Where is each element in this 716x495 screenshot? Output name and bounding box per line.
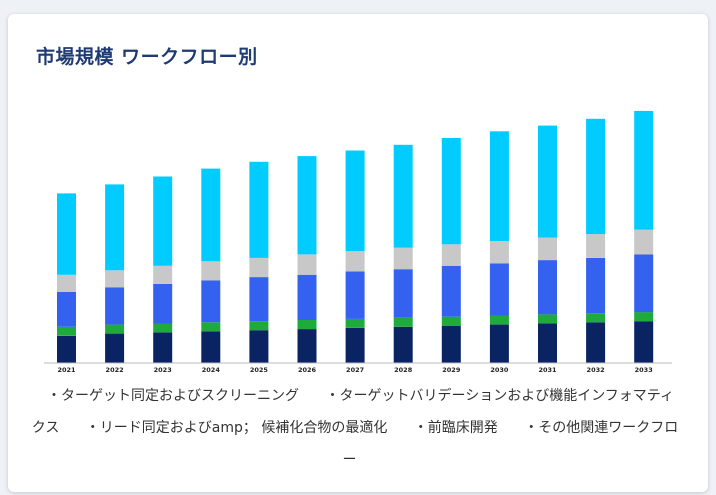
- bar-segment-2032-series-2: [586, 313, 606, 323]
- bar-segment-2028-series-1: [393, 326, 413, 363]
- bar-segment-2030-series-2: [489, 315, 509, 325]
- bar-segment-2027-series-1: [345, 328, 365, 363]
- bar-segment-2023-series-1: [153, 332, 173, 363]
- x-tick-label: 2027: [346, 366, 364, 374]
- bar-segment-2031-series-4: [538, 237, 557, 261]
- bar-segment-2021-series-2: [57, 326, 76, 336]
- bar-segment-2022-series-2: [105, 324, 125, 334]
- x-tick-label: 2024: [202, 366, 221, 374]
- bar-segment-2021-series-4: [57, 274, 76, 292]
- bar-segment-2029-series-4: [441, 244, 461, 266]
- bar-segment-2026-series-5: [297, 156, 317, 255]
- x-tick-label: 2023: [154, 366, 172, 374]
- bar-segment-2029-series-3: [441, 265, 461, 317]
- x-tick-label: 2030: [490, 366, 509, 374]
- bar-segment-2027-series-3: [345, 271, 365, 319]
- bar-segment-2021-series-1: [57, 335, 76, 363]
- bar-segment-2025-series-5: [249, 161, 269, 258]
- legend-item-lead-optimization: ・リード同定およびamp； 候補化合物の最適化: [85, 420, 388, 436]
- bar-segment-2028-series-4: [393, 247, 413, 270]
- bar-segment-2025-series-4: [249, 257, 269, 278]
- bar-segment-2024-series-2: [201, 322, 221, 332]
- bar-segment-2029-series-1: [441, 325, 461, 363]
- bar-segment-2021-series-3: [57, 291, 76, 327]
- bar-segment-2025-series-1: [249, 330, 269, 363]
- bar-segment-2024-series-1: [201, 331, 221, 363]
- bar-segment-2028-series-5: [393, 144, 413, 248]
- x-tick-label: 2029: [442, 366, 461, 374]
- bar-segment-2033-series-3: [634, 254, 654, 313]
- bar-segment-2022-series-4: [105, 270, 125, 288]
- bar-segment-2033-series-2: [634, 312, 654, 322]
- bar-segment-2031-series-1: [538, 323, 557, 363]
- bar-segment-2026-series-2: [297, 320, 317, 329]
- x-tick-label: 2022: [106, 366, 124, 374]
- bar-segment-2027-series-4: [345, 251, 365, 272]
- bar-segment-2021-series-5: [57, 193, 76, 275]
- bar-segment-2028-series-2: [393, 317, 413, 327]
- bar-segment-2028-series-3: [393, 269, 413, 318]
- bar-segment-2026-series-1: [297, 329, 317, 363]
- x-tick-label: 2025: [250, 366, 269, 374]
- x-tick-label: 2021: [57, 366, 76, 374]
- bar-segment-2025-series-3: [249, 277, 269, 322]
- bar-segment-2030-series-4: [489, 240, 509, 264]
- bar-segment-2029-series-2: [441, 316, 461, 326]
- bar-segment-2030-series-1: [489, 324, 509, 363]
- bar-segment-2024-series-3: [201, 280, 221, 323]
- bar-segment-2022-series-5: [105, 184, 125, 271]
- legend-item-other-workflows: ・その他関連ワークフロー: [342, 420, 679, 468]
- bar-segment-2031-series-3: [538, 260, 557, 315]
- bar-segment-2026-series-3: [297, 274, 317, 320]
- bar-segment-2023-series-2: [153, 323, 173, 333]
- bar-segment-2024-series-4: [201, 261, 221, 281]
- x-tick-label: 2028: [394, 366, 413, 374]
- bar-segment-2031-series-2: [538, 314, 557, 324]
- bar-segment-2030-series-5: [489, 131, 509, 241]
- x-axis-ticks: 2021 2022 2023 2024 2025 2026 2027 2028 2029 2030…: [57, 366, 652, 374]
- bar-segment-2022-series-1: [105, 333, 125, 363]
- bar-segment-2023-series-5: [153, 176, 173, 266]
- x-tick-label: 2032: [587, 366, 605, 374]
- bar-segment-2023-series-3: [153, 283, 173, 324]
- bar-segment-2032-series-5: [586, 118, 606, 235]
- bar-segment-2033-series-4: [634, 229, 654, 255]
- bar-segment-2022-series-3: [105, 287, 125, 325]
- x-tick-label: 2033: [635, 366, 653, 374]
- bar-segment-2032-series-1: [586, 322, 606, 363]
- bar-segment-2029-series-5: [441, 138, 461, 245]
- bar-segment-2025-series-2: [249, 321, 269, 331]
- bar-segment-2027-series-5: [345, 150, 365, 252]
- bar-segment-2023-series-4: [153, 265, 173, 284]
- bar-segment-2033-series-5: [634, 110, 654, 230]
- bar-segment-2032-series-3: [586, 257, 606, 314]
- bar-segment-2030-series-3: [489, 263, 509, 316]
- bar-segment-2033-series-1: [634, 321, 654, 363]
- legend-item-target-identification: ・ターゲット同定およびスクリーニング: [47, 388, 300, 404]
- bar-segment-2026-series-4: [297, 254, 317, 275]
- x-tick-label: 2031: [538, 366, 557, 374]
- bar-segment-2031-series-5: [538, 125, 557, 238]
- bar-segment-2024-series-5: [201, 168, 221, 262]
- legend: ・ターゲット同定およびスクリーニング ・ターゲットバリデーションおよび機能インフ…: [30, 380, 680, 476]
- x-tick-label: 2026: [298, 366, 317, 374]
- stacked-bar-chart: 2021 2022 2023 2024 2025 2026 2027 2028 2029 2030…: [44, 110, 672, 374]
- bar-segment-2027-series-2: [345, 318, 365, 328]
- legend-item-preclinical: ・前臨床開発: [413, 420, 498, 436]
- bars-group: [57, 110, 654, 363]
- legend-item-target-validation: ・ターゲットバリデーションおよび機能インフォマティクス: [31, 388, 674, 436]
- bar-segment-2032-series-4: [586, 234, 606, 258]
- page-title: 市場規模 ワークフロー別: [36, 46, 258, 68]
